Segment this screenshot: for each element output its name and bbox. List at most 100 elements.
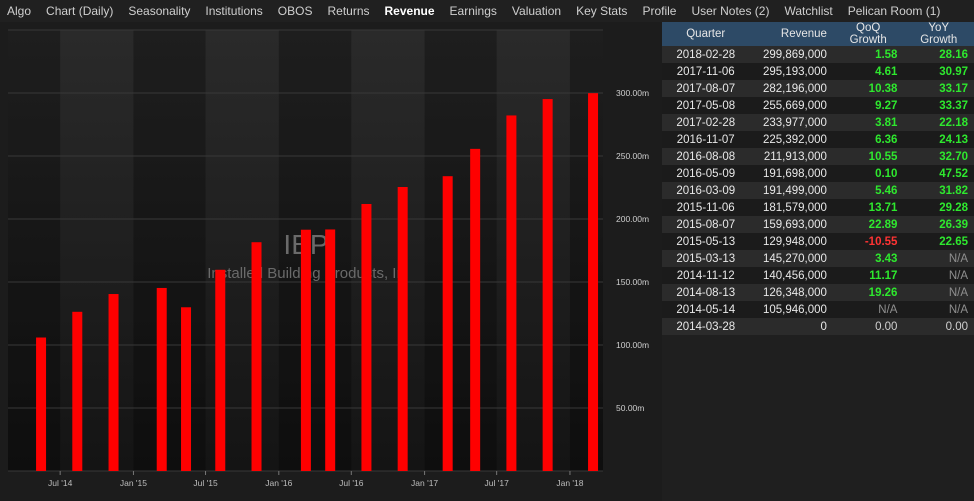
cell-qoq-growth: 3.81 <box>875 116 898 129</box>
revenue-bar <box>542 99 553 471</box>
column-header-revenue[interactable]: Revenue <box>780 28 827 40</box>
cell-quarter: 2017-02-28 <box>676 116 736 129</box>
time-band <box>133 30 206 471</box>
cell-qoq-growth: 0.10 <box>875 167 898 180</box>
column-header-yoy-growth[interactable]: YoY Growth <box>920 22 958 46</box>
cell-qoq-growth: 9.27 <box>875 99 898 112</box>
cell-qoq-growth: 10.55 <box>868 150 898 163</box>
table-row: 2014-03-28 0 0.00 0.00 <box>662 318 974 335</box>
tab-institutions[interactable]: Institutions <box>205 4 263 18</box>
table-row: 2017-05-08 255,669,000 9.27 33.37 <box>662 97 974 114</box>
cell-yoy-growth: N/A <box>948 286 968 299</box>
table-row: 2016-05-09 191,698,000 0.10 47.52 <box>662 165 974 182</box>
cell-revenue: 225,392,000 <box>762 133 827 146</box>
cell-qoq-growth: 22.89 <box>868 218 898 231</box>
table-row: 2014-11-12 140,456,000 11.17 N/A <box>662 267 974 284</box>
cell-quarter: 2015-05-13 <box>676 235 736 248</box>
cell-qoq-growth: 10.38 <box>868 82 898 95</box>
cell-qoq-growth: -10.55 <box>864 235 898 248</box>
cell-revenue: 255,669,000 <box>762 99 827 112</box>
tab-profile[interactable]: Profile <box>642 4 677 18</box>
cell-quarter: 2016-08-08 <box>676 150 736 163</box>
table-row: 2014-08-13 126,348,000 19.26 N/A <box>662 284 974 301</box>
table-row: 2017-08-07 282,196,000 10.38 33.17 <box>662 80 974 97</box>
revenue-bar <box>108 294 119 471</box>
table-row: 2016-03-09 191,499,000 5.46 31.82 <box>662 182 974 199</box>
y-tick-label: 100.00m <box>616 340 649 350</box>
revenue-bar <box>300 229 311 471</box>
cell-revenue: 211,913,000 <box>763 150 827 163</box>
tab-key-stats[interactable]: Key Stats <box>576 4 628 18</box>
x-tick-label: Jan '15 <box>120 478 147 488</box>
cell-quarter: 2015-03-13 <box>676 252 736 265</box>
cell-yoy-growth: 22.18 <box>939 116 968 129</box>
tab-pelican-room-1[interactable]: Pelican Room (1) <box>847 4 941 18</box>
cell-revenue: 140,456,000 <box>762 269 827 282</box>
table-row: 2017-02-28 233,977,000 3.81 22.18 <box>662 114 974 131</box>
cell-qoq-growth: 4.61 <box>875 65 898 78</box>
table-row: 2014-05-14 105,946,000 N/A N/A <box>662 301 974 318</box>
cell-revenue: 145,270,000 <box>762 252 827 265</box>
cell-revenue: 129,948,000 <box>762 235 827 248</box>
tab-revenue[interactable]: Revenue <box>384 4 435 18</box>
cell-quarter: 2014-08-13 <box>676 286 736 299</box>
cell-yoy-growth: 33.37 <box>939 99 968 112</box>
revenue-table-panel: Quarter Revenue QoQ Growth YoY Growth 2018-… <box>662 22 974 501</box>
y-tick-label: 200.00m <box>616 214 649 224</box>
column-header-quarter[interactable]: Quarter <box>686 28 726 40</box>
cell-quarter: 2015-08-07 <box>676 218 736 231</box>
x-tick-label: Jan '16 <box>265 478 292 488</box>
cell-yoy-growth: 31.82 <box>939 184 968 197</box>
revenue-bar <box>506 115 517 471</box>
cell-revenue: 191,499,000 <box>762 184 827 197</box>
tab-chart-daily[interactable]: Chart (Daily) <box>46 4 114 18</box>
table-row: 2016-11-07 225,392,000 6.36 24.13 <box>662 131 974 148</box>
tab-obos[interactable]: OBOS <box>277 4 313 18</box>
cell-yoy-growth: 30.97 <box>939 65 968 78</box>
cell-yoy-growth: N/A <box>948 252 968 265</box>
cell-revenue: 126,348,000 <box>762 286 827 299</box>
table-row: 2015-08-07 159,693,000 22.89 26.39 <box>662 216 974 233</box>
cell-revenue: 299,869,000 <box>762 48 827 61</box>
cell-qoq-growth: 1.58 <box>875 48 898 61</box>
revenue-table: Quarter Revenue QoQ Growth YoY Growth 2018-… <box>662 22 974 335</box>
revenue-bar <box>588 93 599 471</box>
y-tick-label: 150.00m <box>616 277 649 287</box>
cell-yoy-growth: 47.52 <box>939 167 968 180</box>
cell-revenue: 0 <box>820 320 827 333</box>
tab-valuation[interactable]: Valuation <box>511 4 562 18</box>
revenue-bar <box>181 307 192 471</box>
revenue-bar <box>361 203 372 471</box>
tab-earnings[interactable]: Earnings <box>449 4 497 18</box>
cell-yoy-growth: 22.65 <box>939 235 968 248</box>
table-row: 2015-05-13 129,948,000 -10.55 22.65 <box>662 233 974 250</box>
revenue-bar <box>36 337 47 471</box>
cell-revenue: 191,698,000 <box>762 167 827 180</box>
tab-seasonality[interactable]: Seasonality <box>128 4 191 18</box>
cell-yoy-growth: 29.28 <box>939 201 968 214</box>
revenue-bar <box>397 187 408 471</box>
column-header-qoq-growth[interactable]: QoQ Growth <box>849 22 887 46</box>
cell-quarter: 2016-03-09 <box>676 184 736 197</box>
cell-revenue: 295,193,000 <box>762 65 827 78</box>
x-tick-label: Jul '16 <box>339 478 364 488</box>
cell-qoq-growth: N/A <box>878 303 898 316</box>
time-band <box>8 30 61 471</box>
cell-revenue: 159,693,000 <box>762 218 827 231</box>
table-row: 2017-11-06 295,193,000 4.61 30.97 <box>662 63 974 80</box>
x-tick-label: Jul '14 <box>48 478 73 488</box>
tab-returns[interactable]: Returns <box>327 4 370 18</box>
tab-user-notes-2[interactable]: User Notes (2) <box>691 4 770 18</box>
cell-quarter: 2014-03-28 <box>676 320 736 333</box>
y-tick-label: 50.00m <box>616 403 644 413</box>
cell-yoy-growth: N/A <box>948 269 968 282</box>
x-tick-label: Jul '17 <box>485 478 510 488</box>
cell-qoq-growth: 19.26 <box>868 286 898 299</box>
tab-watchlist[interactable]: Watchlist <box>784 4 833 18</box>
cell-yoy-growth: N/A <box>948 303 968 316</box>
tab-algo[interactable]: Algo <box>7 4 32 18</box>
cell-yoy-growth: 24.13 <box>939 133 968 146</box>
table-row: 2015-03-13 145,270,000 3.43 N/A <box>662 250 974 267</box>
cell-qoq-growth: 6.36 <box>875 133 898 146</box>
cell-quarter: 2017-11-06 <box>676 65 735 78</box>
